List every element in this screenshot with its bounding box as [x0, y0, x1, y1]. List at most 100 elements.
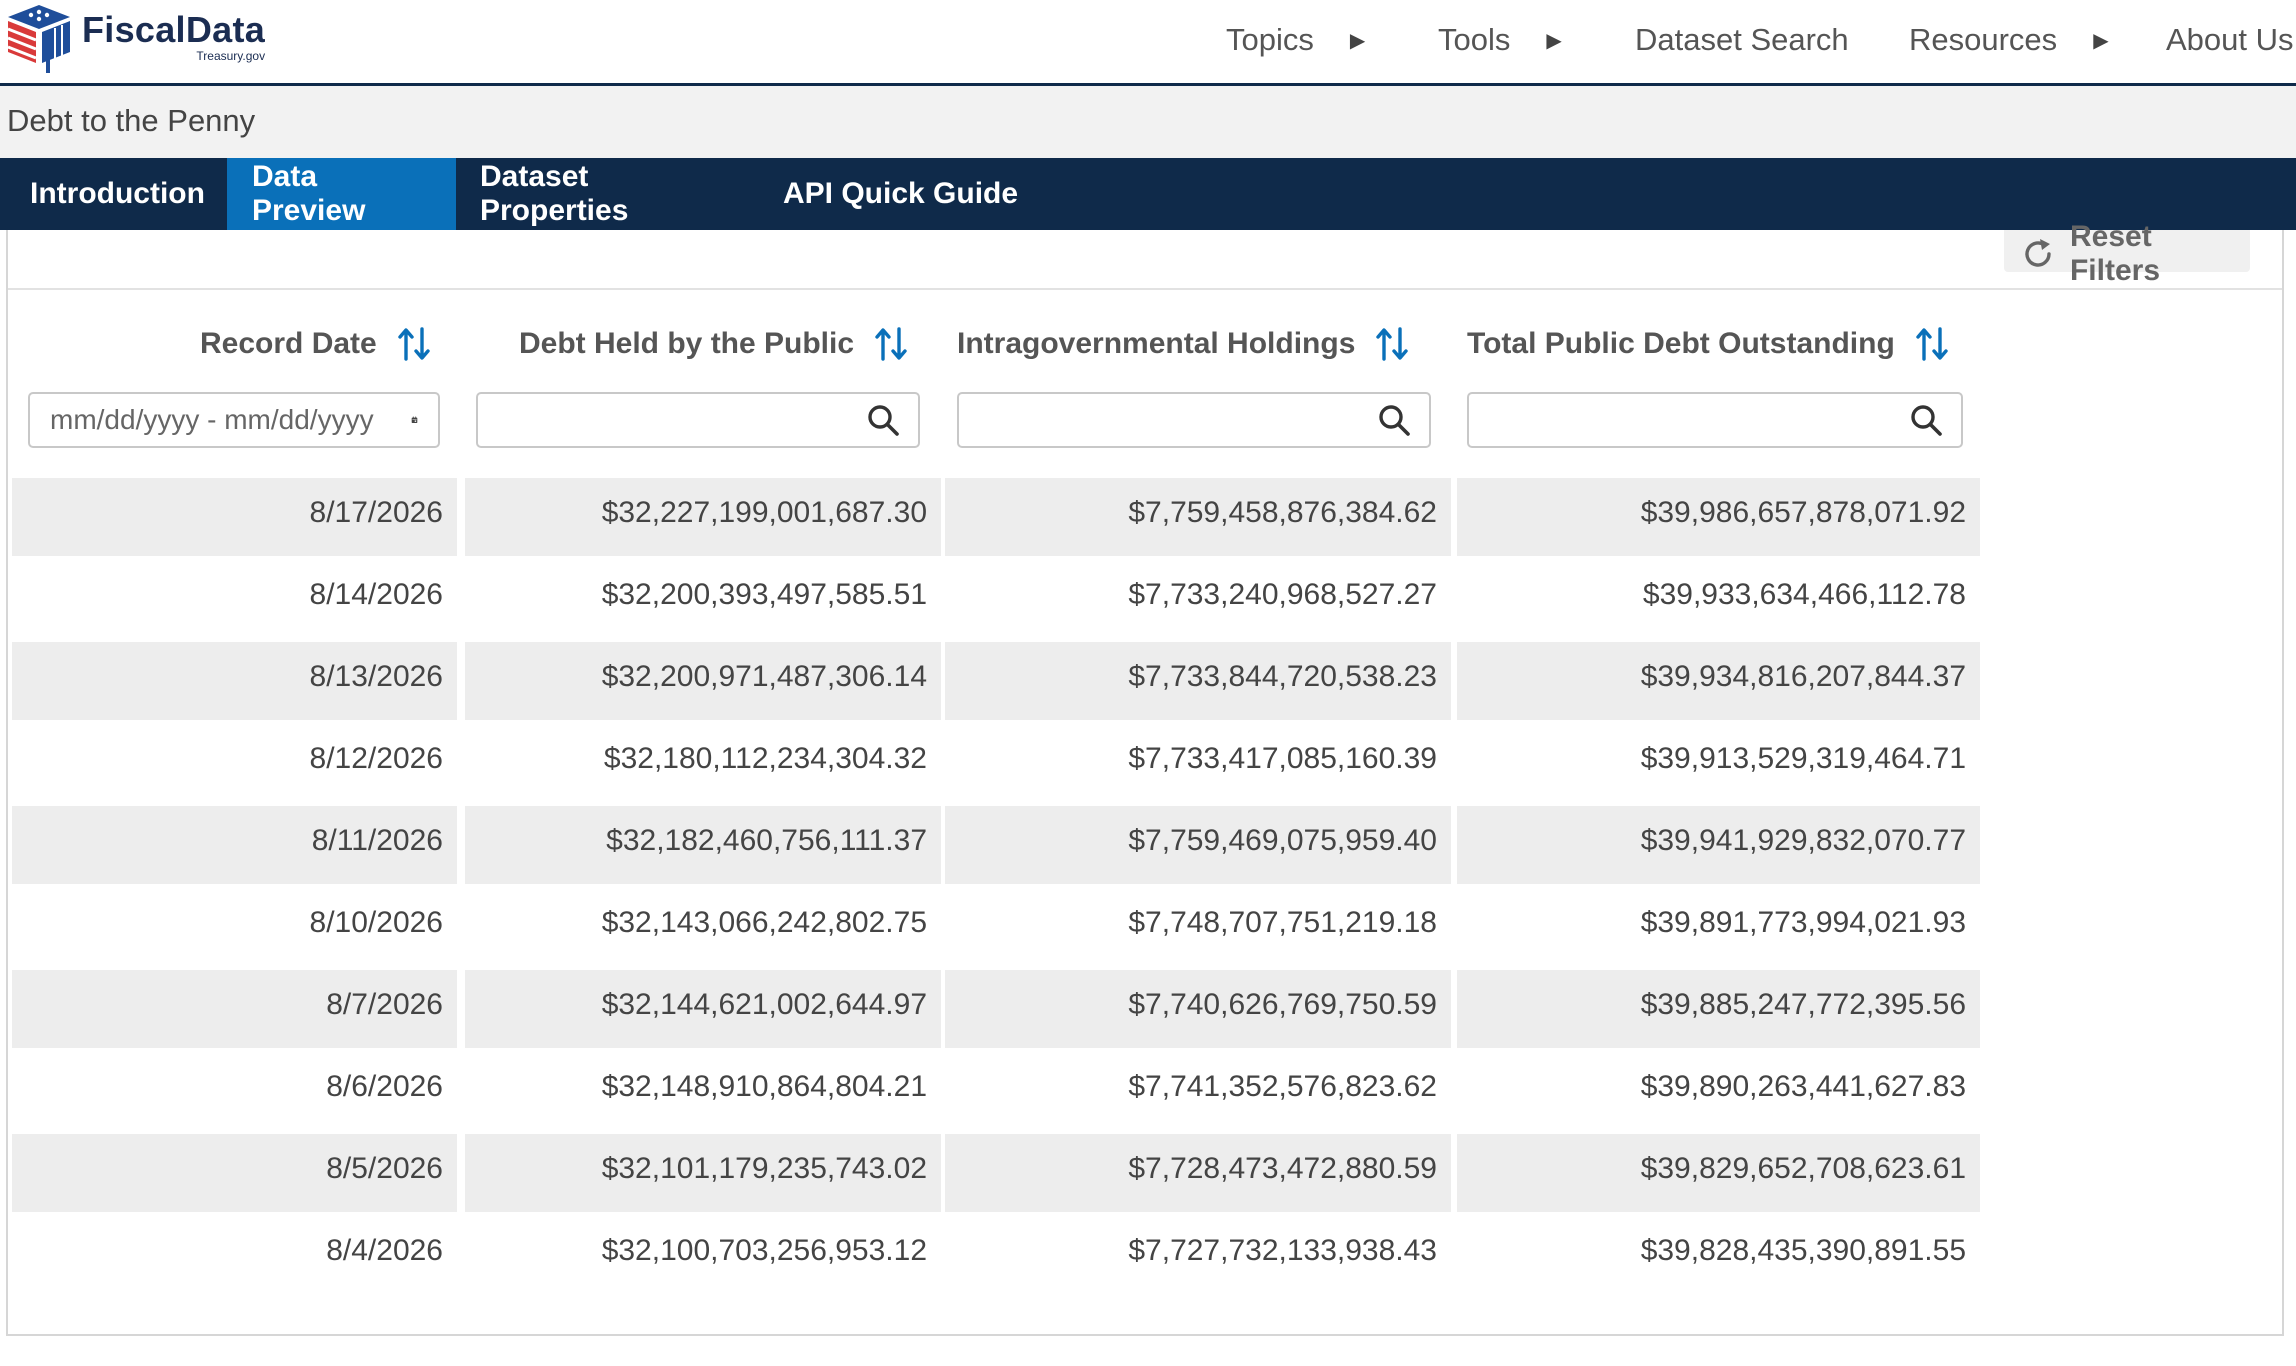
nav-resources-label: Resources	[1909, 22, 2058, 57]
table-row: 8/5/2026 $32,101,179,235,743.02 $7,728,4…	[12, 1134, 1982, 1216]
sort-icon[interactable]	[874, 325, 908, 363]
cell-intragovernmental-holdings: $7,741,352,576,823.62	[1128, 1070, 1437, 1103]
cell-total-public-debt: $39,829,652,708,623.61	[1453, 1134, 1980, 1212]
dataset-title-bar: Debt to the Penny	[0, 86, 2296, 158]
nav-resources[interactable]: Resources ▶	[1909, 22, 2109, 58]
cell-total-public-debt: $39,891,773,994,021.93	[1640, 906, 1966, 939]
cell-intragovernmental-holdings: $7,759,458,876,384.62	[941, 478, 1451, 556]
cell-intragovernmental-holdings: $7,733,417,085,160.39	[1128, 742, 1437, 775]
cell-intragovernmental-holdings: $7,728,473,472,880.59	[941, 1134, 1451, 1212]
search-icon	[1911, 405, 1942, 436]
caret-right-icon: ▶	[1349, 29, 1366, 52]
tab-dataset-properties[interactable]: Dataset Properties	[480, 160, 629, 227]
cell-debt-held-by-public: $32,200,971,487,306.14	[461, 642, 941, 720]
cell-record-date: 8/14/2026	[309, 578, 443, 611]
dataset-tabs: Introduction Data Preview Dataset Proper…	[0, 158, 2296, 230]
table-row: 8/14/2026 $32,200,393,497,585.51 $7,733,…	[12, 560, 1982, 642]
cell-record-date: 8/11/2026	[12, 806, 457, 884]
column-header-record-date[interactable]: Record Date	[200, 322, 431, 366]
cell-debt-held-by-public: $32,100,703,256,953.12	[601, 1234, 927, 1267]
cell-debt-held-by-public: $32,148,910,864,804.21	[601, 1070, 927, 1103]
cell-intragovernmental-holdings: $7,759,469,075,959.40	[941, 806, 1451, 884]
table-row: 8/4/2026 $32,100,703,256,953.12 $7,727,7…	[12, 1216, 1982, 1298]
cell-record-date: 8/17/2026	[12, 478, 457, 556]
table-row: 8/10/2026 $32,143,066,242,802.75 $7,748,…	[12, 888, 1982, 970]
column-header-intragovernmental-holdings[interactable]: Intragovernmental Holdings	[957, 322, 1409, 366]
cell-debt-held-by-public: $32,182,460,756,111.37	[461, 806, 941, 884]
site-header: FiscalData Treasury.gov Topics ▶ Tools ▶…	[0, 0, 2296, 86]
date-range-filter[interactable]	[28, 392, 440, 448]
divider	[8, 288, 2282, 290]
date-range-input[interactable]	[30, 394, 411, 446]
data-table-body: 8/17/2026 $32,227,199,001,687.30 $7,759,…	[12, 478, 1982, 1298]
cell-debt-held-by-public: $32,200,393,497,585.51	[601, 578, 927, 611]
tab-api-quick-guide[interactable]: API Quick Guide	[783, 177, 1019, 210]
logo-name: FiscalData	[82, 8, 266, 50]
cell-total-public-debt: $39,890,263,441,627.83	[1640, 1070, 1966, 1103]
cell-intragovernmental-holdings: $7,733,844,720,538.23	[941, 642, 1451, 720]
sort-icon[interactable]	[1375, 325, 1409, 363]
sort-icon[interactable]	[1915, 325, 1949, 363]
cell-debt-held-by-public: $32,144,621,002,644.97	[461, 970, 941, 1048]
cell-record-date: 8/4/2026	[326, 1234, 443, 1267]
total-public-debt-search-input[interactable]	[1469, 394, 1909, 446]
cell-total-public-debt: $39,941,929,832,070.77	[1453, 806, 1980, 884]
search-icon	[1379, 405, 1410, 436]
cell-record-date: 8/12/2026	[309, 742, 443, 775]
cell-record-date: 8/5/2026	[12, 1134, 457, 1212]
cell-total-public-debt: $39,913,529,319,464.71	[1640, 742, 1966, 775]
cell-record-date: 8/10/2026	[309, 906, 443, 939]
intragovernmental-holdings-search-input[interactable]	[959, 394, 1377, 446]
cell-total-public-debt: $39,885,247,772,395.56	[1453, 970, 1980, 1048]
column-header-label: Total Public Debt Outstanding	[1467, 327, 1895, 360]
cell-total-public-debt: $39,828,435,390,891.55	[1640, 1234, 1966, 1267]
data-preview-panel: Reset Filters	[6, 220, 2284, 1336]
reset-filters-button[interactable]: Reset Filters	[2004, 220, 2250, 287]
tab-introduction[interactable]: Introduction	[30, 177, 205, 210]
column-header-label: Record Date	[200, 327, 377, 360]
table-row: 8/11/2026 $32,182,460,756,111.37 $7,759,…	[12, 806, 1982, 888]
fiscaldata-logo-icon	[7, 5, 70, 73]
cell-debt-held-by-public: $32,101,179,235,743.02	[461, 1134, 941, 1212]
column-header-label: Intragovernmental Holdings	[957, 327, 1356, 360]
nav-tools-label: Tools	[1438, 22, 1511, 57]
cell-debt-held-by-public: $32,227,199,001,687.30	[461, 478, 941, 556]
fiscaldata-logo[interactable]: FiscalData Treasury.gov	[6, 2, 265, 76]
refresh-icon	[2025, 239, 2051, 267]
nav-about-us[interactable]: About Us	[2166, 22, 2294, 58]
cell-debt-held-by-public: $32,143,066,242,802.75	[601, 906, 927, 939]
table-row: 8/12/2026 $32,180,112,234,304.32 $7,733,…	[12, 724, 1982, 806]
cell-total-public-debt: $39,934,816,207,844.37	[1453, 642, 1980, 720]
cell-total-public-debt: $39,933,634,466,112.78	[1642, 578, 1966, 611]
total-public-debt-filter[interactable]	[1467, 392, 1963, 448]
intragovernmental-holdings-filter[interactable]	[957, 392, 1431, 448]
cell-intragovernmental-holdings: $7,748,707,751,219.18	[1128, 906, 1437, 939]
tab-data-preview[interactable]: Data Preview	[227, 158, 456, 230]
reset-filters-label: Reset Filters	[2069, 220, 2161, 287]
table-row: 8/17/2026 $32,227,199,001,687.30 $7,759,…	[12, 478, 1982, 560]
logo-subtitle: Treasury.gov	[196, 48, 266, 63]
cell-record-date: 8/13/2026	[12, 642, 457, 720]
table-row: 8/6/2026 $32,148,910,864,804.21 $7,741,3…	[12, 1052, 1982, 1134]
cell-debt-held-by-public: $32,180,112,234,304.32	[603, 742, 927, 775]
cell-intragovernmental-holdings: $7,727,732,133,938.43	[1128, 1234, 1437, 1267]
cell-intragovernmental-holdings: $7,740,626,769,750.59	[941, 970, 1451, 1048]
caret-right-icon: ▶	[1546, 29, 1562, 52]
column-header-label: Debt Held by the Public	[519, 327, 855, 360]
debt-held-by-public-filter[interactable]	[476, 392, 920, 448]
cell-total-public-debt: $39,986,657,878,071.92	[1453, 478, 1980, 556]
search-icon	[868, 405, 899, 436]
nav-tools[interactable]: Tools ▶	[1438, 22, 1562, 58]
nav-dataset-search-label: Dataset Search	[1635, 22, 1849, 57]
cell-intragovernmental-holdings: $7,733,240,968,527.27	[1128, 578, 1437, 611]
nav-about-us-label: About Us	[2166, 22, 2294, 57]
debt-held-by-public-search-input[interactable]	[478, 394, 866, 446]
column-header-debt-held-by-public[interactable]: Debt Held by the Public	[519, 322, 908, 366]
column-header-total-public-debt[interactable]: Total Public Debt Outstanding	[1467, 322, 1949, 366]
nav-topics-label: Topics	[1226, 22, 1314, 57]
calendar-icon[interactable]	[411, 404, 418, 436]
cell-record-date: 8/7/2026	[12, 970, 457, 1048]
nav-dataset-search[interactable]: Dataset Search	[1635, 22, 1849, 58]
sort-icon[interactable]	[397, 325, 431, 363]
nav-topics[interactable]: Topics ▶	[1226, 22, 1365, 58]
